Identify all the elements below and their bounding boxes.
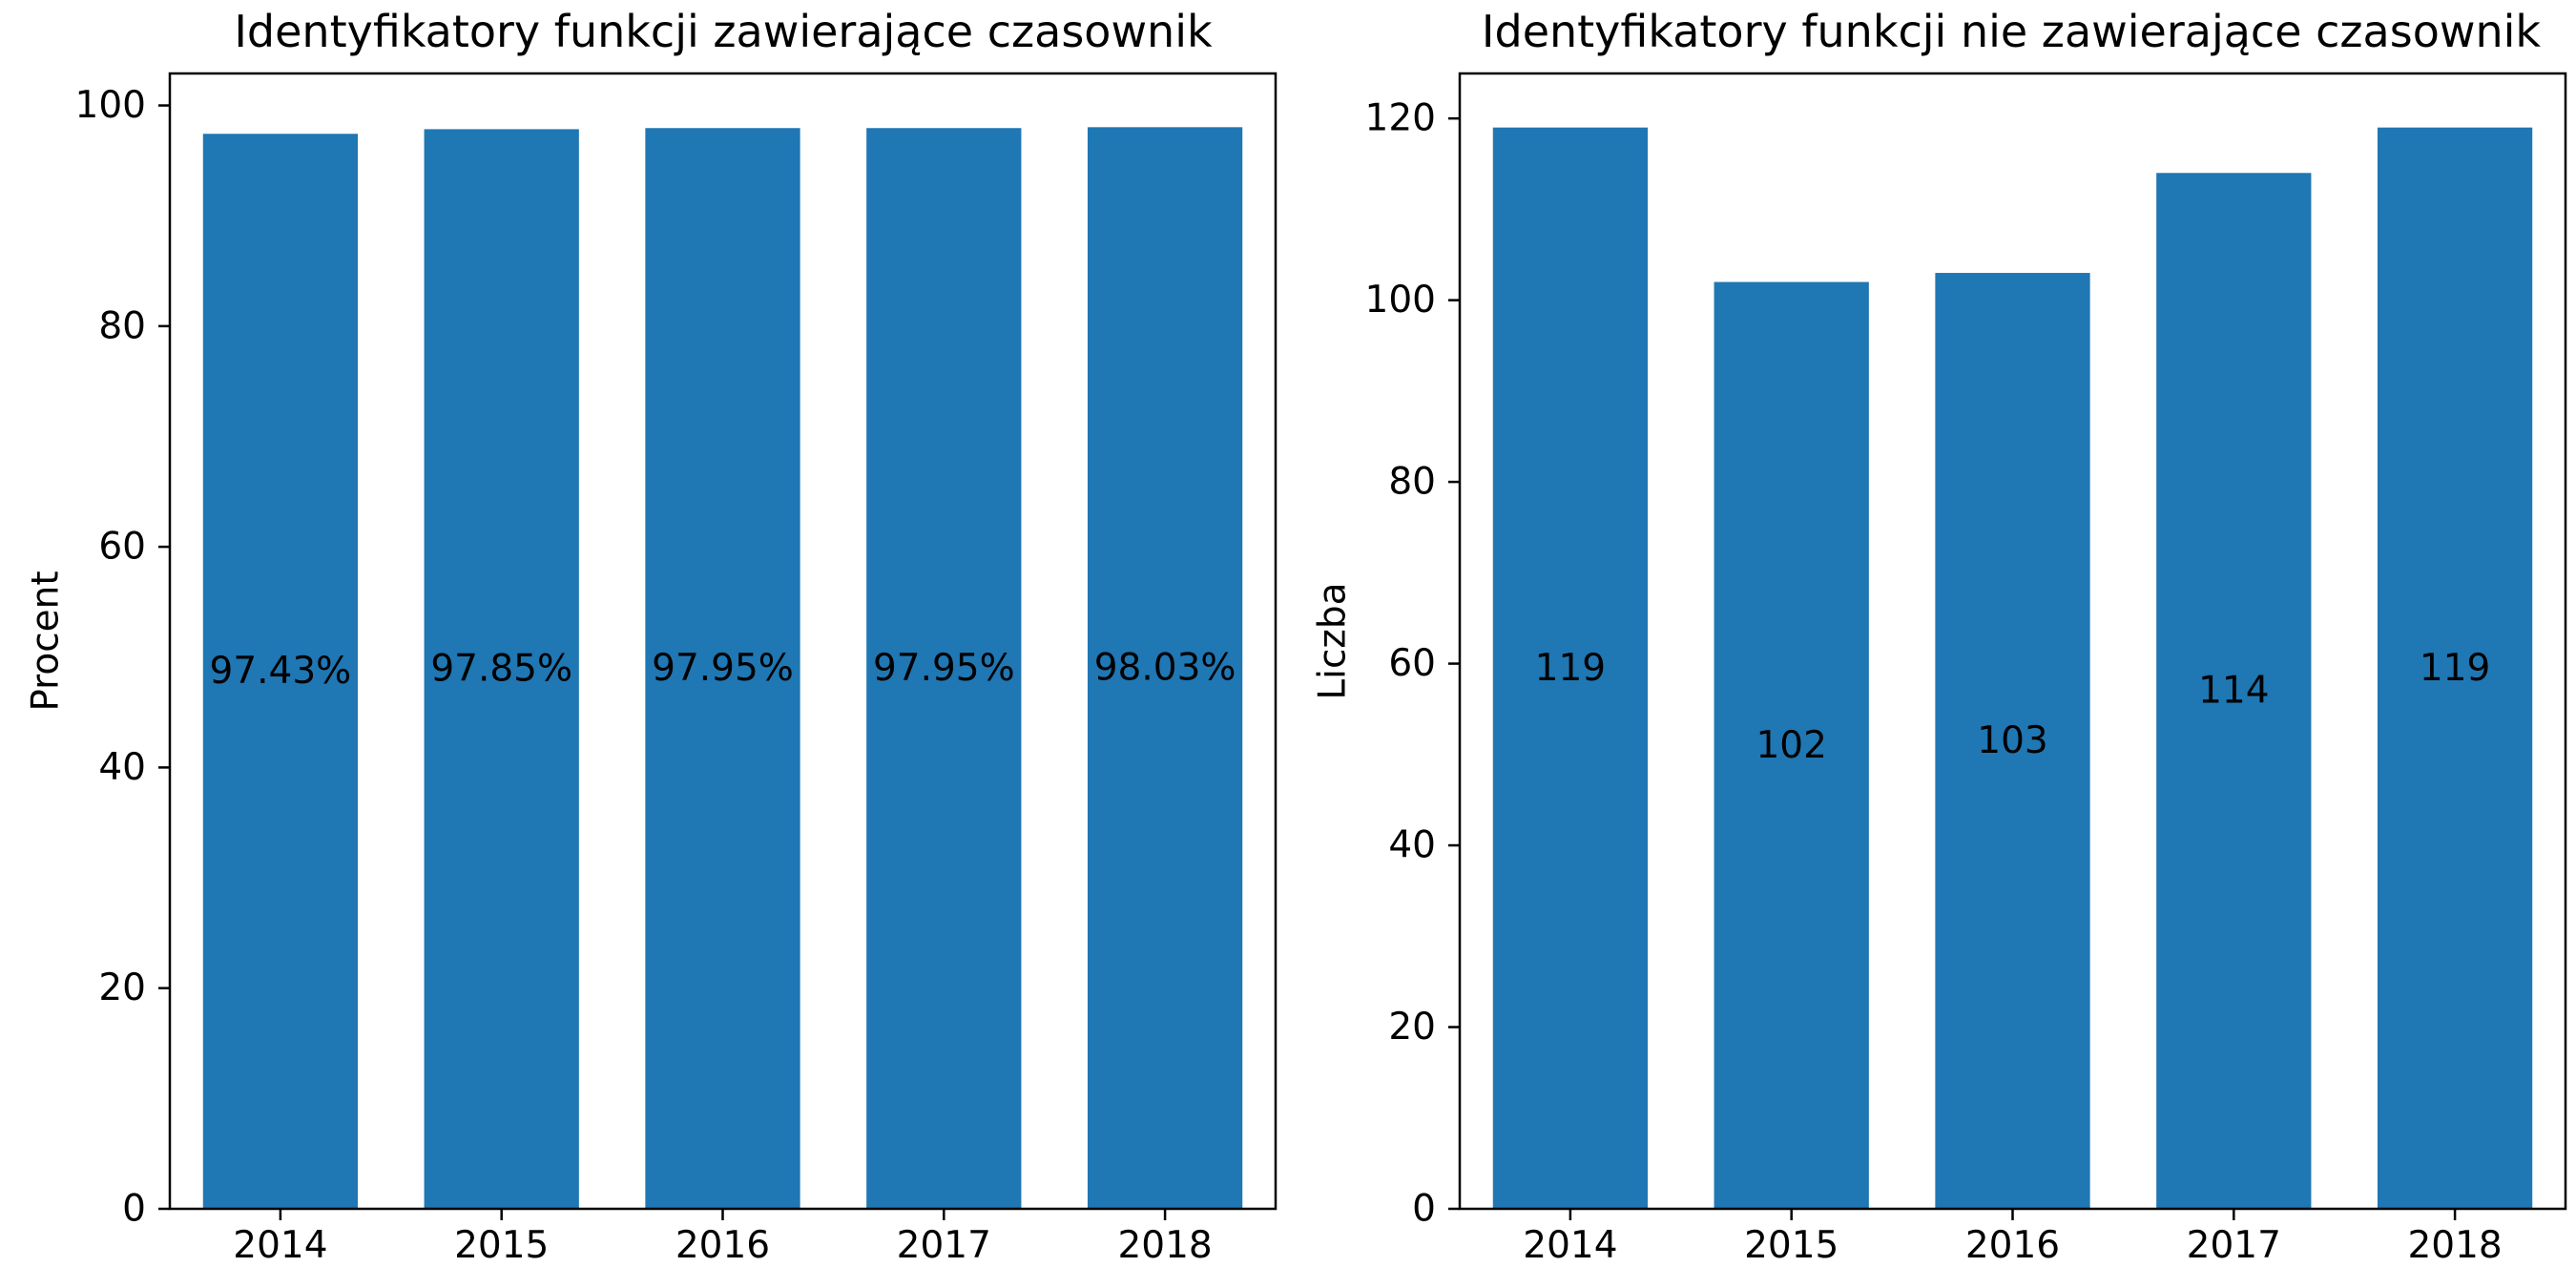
y-tick-label: 20 [98,966,146,1009]
x-tick-label: 2016 [1965,1224,2060,1267]
bar-2015 [1714,281,1869,1210]
plot-frame [1458,72,2567,1211]
y-axis-label: Procent [25,571,68,711]
bar-2017 [2156,173,2312,1209]
bar-2014 [1492,127,1649,1210]
chart-title: Identyfikatory funkcji nie zawierające c… [1482,6,2541,57]
chart-panel-percent: Identyfikatory funkcji zawierające czaso… [25,6,1278,1267]
bar-2014 [202,134,359,1209]
y-tick-label: 60 [1388,642,1436,685]
x-tick-label: 2018 [2407,1224,2502,1267]
y-tick-label: 0 [1412,1188,1436,1231]
x-tick-label: 2015 [1744,1224,1839,1267]
data-label: 103 [1977,719,2047,762]
x-tick-label: 2017 [897,1224,991,1267]
y-tick-label: 80 [1388,461,1436,504]
data-label: 97.95% [652,647,794,690]
y-tick-label: 120 [1365,97,1436,140]
bar-2016 [1935,273,2090,1209]
y-tick-label: 0 [122,1188,146,1231]
bar-2018 [2377,127,2533,1210]
data-label: 97.95% [873,647,1015,690]
data-label: 119 [2420,647,2490,690]
data-label: 97.85% [430,648,572,691]
x-tick-label: 2017 [2187,1224,2281,1267]
y-tick-label: 100 [1365,279,1436,322]
data-label: 98.03% [1094,647,1236,690]
y-tick-label: 100 [75,84,146,127]
chart-title: Identyfikatory funkcji zawierające czaso… [234,6,1213,57]
x-tick-label: 2016 [675,1224,770,1267]
y-axis-label: Liczba [1312,582,1355,699]
data-label: 114 [2198,670,2269,713]
bar-2015 [424,129,579,1209]
x-tick-label: 2014 [1523,1224,1617,1267]
bar-2017 [866,128,1022,1210]
y-tick-label: 80 [98,304,146,347]
data-label: 97.43% [210,650,352,693]
y-tick-label: 20 [1388,1006,1436,1049]
x-tick-label: 2018 [1117,1224,1212,1267]
chart-panel-count: Identyfikatory funkcji nie zawierające c… [1312,6,2567,1267]
bar-2018 [1087,127,1243,1210]
y-tick-label: 60 [98,526,146,569]
data-label: 102 [1755,724,1826,767]
y-tick-label: 40 [1388,824,1436,867]
x-tick-label: 2014 [233,1224,327,1267]
y-tick-label: 40 [98,746,146,789]
plot-frame [168,72,1278,1211]
bar-2016 [645,128,800,1210]
x-tick-label: 2015 [454,1224,549,1267]
data-label: 119 [1535,647,1606,690]
